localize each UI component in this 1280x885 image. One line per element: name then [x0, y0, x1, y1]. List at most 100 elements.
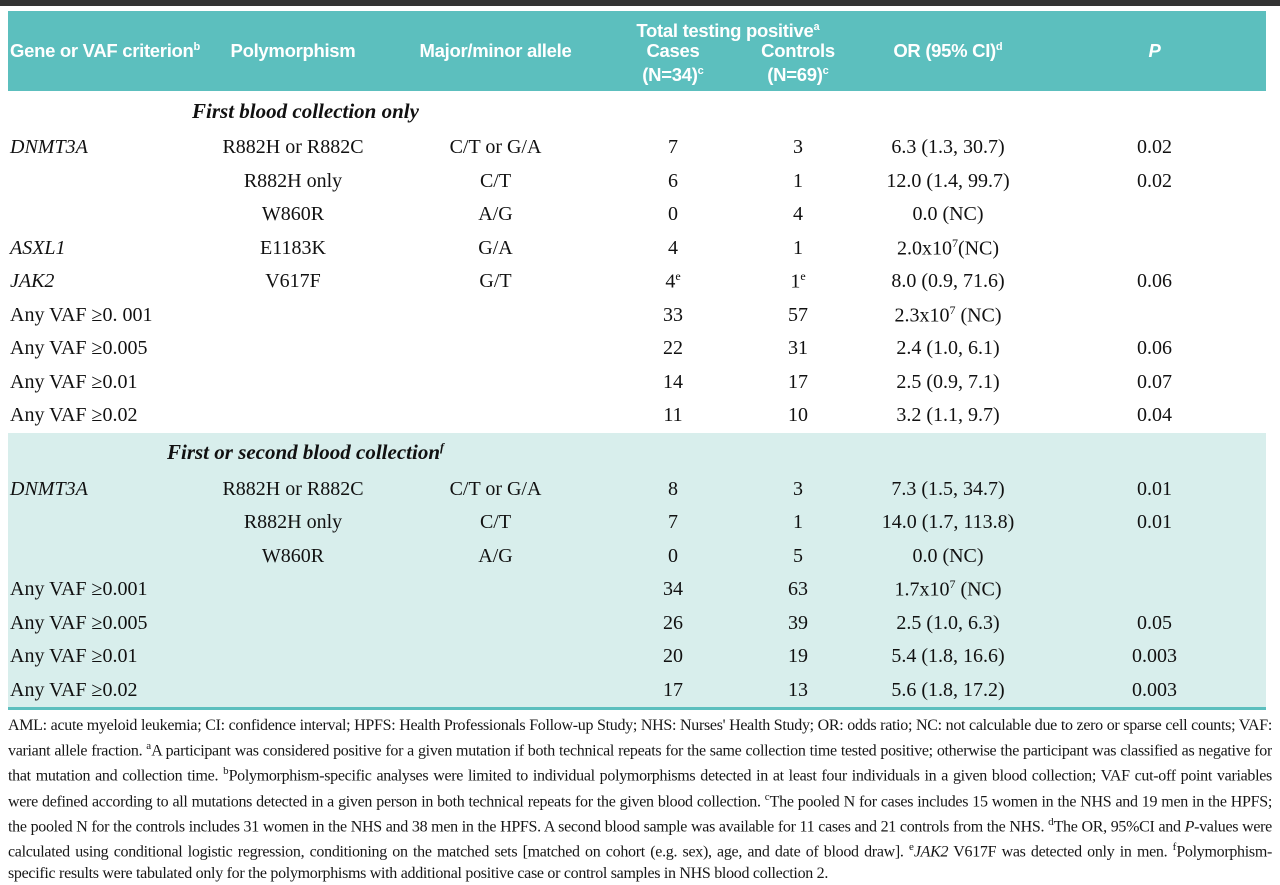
cell-cases: 26	[663, 611, 683, 634]
cell-polymorphism: R882H only	[243, 511, 343, 534]
footnotes-text: AML: acute myeloid leukemia; CI: confide…	[8, 717, 1272, 882]
section-2: First or second blood collectionf DNMT3A R…	[8, 432, 1266, 708]
col-header-polymorphism-label: Polymorphism	[230, 40, 356, 61]
cell-controls: 57	[788, 303, 808, 326]
cell-p: 0.003	[1132, 678, 1177, 701]
col-header-total-positive-sup: a	[813, 20, 820, 33]
cell-allele: C/T or G/A	[449, 477, 542, 500]
table-row: Any VAF ≥0.01 20 19 5.4 (1.8, 16.6) 0.003	[8, 640, 1266, 674]
table-row: Any VAF ≥0.005 26 39 2.5 (1.0, 6.3) 0.05	[8, 607, 1266, 641]
cell-controls: 17	[788, 370, 808, 393]
cell-gene: Any VAF ≥0. 001	[10, 303, 153, 326]
cell-controls: 3	[793, 477, 803, 500]
table-row: ASXL1 E1183K G/A 4 1 2.0x107(NC)	[8, 232, 1266, 266]
col-header-cases-sup: c	[697, 65, 704, 77]
cell-p: 0.05	[1137, 611, 1172, 634]
table-header: Gene or VAF criterionb Polymorphism Majo…	[8, 11, 1266, 91]
cell-gene: Any VAF ≥0.005	[10, 611, 148, 634]
cell-or: 8.0 (0.9, 71.6)	[891, 270, 1005, 293]
cell-gene: DNMT3A	[10, 136, 88, 159]
cell-p: 0.02	[1137, 169, 1172, 192]
cell-cases: 8	[668, 477, 678, 500]
cell-p: 0.06	[1137, 337, 1172, 360]
cell-cases: 11	[663, 404, 683, 427]
cell-gene: Any VAF ≥0.01	[10, 645, 138, 668]
cell-p: 0.02	[1137, 136, 1172, 159]
cell-cases: 6	[668, 169, 678, 192]
table-row: R882H only C/T 7 1 14.0 (1.7, 113.8) 0.01	[8, 506, 1266, 540]
cell-or: 14.0 (1.7, 113.8)	[881, 511, 1015, 534]
cell-or: 2.0x107(NC)	[896, 235, 1000, 260]
cell-gene: JAK2	[10, 270, 55, 293]
cell-gene: DNMT3A	[10, 477, 88, 500]
cell-or: 12.0 (1.4, 99.7)	[886, 169, 1010, 192]
col-header-p-label: P	[1148, 40, 1161, 61]
cell-controls: 19	[788, 645, 808, 668]
cell-p: 0.04	[1137, 404, 1172, 427]
cell-polymorphism: W860R	[261, 203, 325, 226]
cell-allele: C/T	[479, 169, 512, 192]
col-header-controls-sup: c	[822, 65, 829, 77]
bottom-rule	[8, 707, 1266, 710]
cell-or: 5.6 (1.8, 17.2)	[891, 678, 1005, 701]
cell-or: 7.3 (1.5, 34.7)	[891, 477, 1005, 500]
cell-allele: A/G	[478, 544, 513, 567]
cell-controls: 1	[793, 511, 803, 534]
col-header-gene-label: Gene or VAF criterion	[10, 40, 194, 61]
cell-gene: Any VAF ≥0.02	[10, 404, 138, 427]
table-row: W860R A/G 0 5 0.0 (NC)	[8, 540, 1266, 574]
cell-gene: Any VAF ≥0.01	[10, 370, 138, 393]
cell-cases: 20	[663, 645, 683, 668]
col-header-gene-sup: b	[193, 40, 201, 53]
table-row: W860R A/G 0 4 0.0 (NC)	[8, 198, 1266, 232]
cell-cases: 7	[668, 511, 678, 534]
cell-or: 2.3x107 (NC)	[894, 302, 1002, 327]
table-row: Any VAF ≥0.001 34 63 1.7x107 (NC)	[8, 573, 1266, 607]
col-header-total-positive: Total testing positivea	[603, 11, 853, 41]
cell-controls: 10	[788, 404, 808, 427]
table-row: DNMT3A R882H or R882C C/T or G/A 7 3 6.3 (1.3…	[8, 131, 1266, 165]
cell-gene: Any VAF ≥0.001	[10, 578, 148, 601]
section-title-row: First or second blood collectionf	[8, 433, 1266, 473]
cell-cases: 0	[668, 544, 678, 567]
cell-allele: A/G	[478, 203, 513, 226]
cell-or: 6.3 (1.3, 30.7)	[891, 136, 1005, 159]
col-header-cases-line2: (N=34)c	[603, 61, 743, 85]
table-row: Any VAF ≥0.02 11 10 3.2 (1.1, 9.7) 0.04	[8, 399, 1266, 433]
cell-or: 5.4 (1.8, 16.6)	[891, 645, 1005, 668]
cell-polymorphism: R882H or R882C	[222, 477, 364, 500]
table-row: Any VAF ≥0.02 17 13 5.6 (1.8, 17.2) 0.003	[8, 674, 1266, 708]
cell-p: 0.06	[1137, 270, 1172, 293]
cell-or: 2.5 (0.9, 7.1)	[896, 370, 1000, 393]
col-header-total-positive-label: Total testing positive	[636, 20, 814, 41]
col-header-or-sup: d	[995, 40, 1003, 53]
cell-controls: 1e	[790, 269, 806, 294]
cell-or: 0.0 (NC)	[912, 203, 984, 226]
col-header-p: P	[1043, 40, 1266, 62]
cell-cases: 0	[668, 203, 678, 226]
table-row: Any VAF ≥0.005 22 31 2.4 (1.0, 6.1) 0.06	[8, 332, 1266, 366]
col-header-controls: Controls (N=69)c	[743, 37, 853, 91]
cell-or: 2.4 (1.0, 6.1)	[896, 337, 1000, 360]
col-header-cases-n: (N=34)	[642, 64, 698, 86]
cell-or: 0.0 (NC)	[912, 544, 984, 567]
table-row: JAK2 V617F G/T 4e 1e 8.0 (0.9, 71.6) 0.06	[8, 265, 1266, 299]
cell-p: 0.01	[1137, 477, 1172, 500]
col-header-controls-n: (N=69)	[767, 64, 823, 86]
cell-allele: G/A	[478, 236, 513, 259]
cell-controls: 3	[793, 136, 803, 159]
col-header-cases-line1: Cases	[646, 40, 700, 61]
table-row: Any VAF ≥0. 001 33 57 2.3x107 (NC)	[8, 299, 1266, 333]
cell-polymorphism: R882H or R882C	[222, 136, 364, 159]
cell-polymorphism: R882H only	[243, 169, 343, 192]
col-header-or-label: OR (95% CI)	[893, 40, 996, 61]
cell-cases: 34	[663, 578, 683, 601]
col-header-cases: Cases (N=34)c	[603, 37, 743, 91]
cell-controls: 63	[788, 578, 808, 601]
col-header-gene: Gene or VAF criterionb	[8, 40, 201, 62]
cell-controls: 5	[793, 544, 803, 567]
table-row: Any VAF ≥0.01 14 17 2.5 (0.9, 7.1) 0.07	[8, 366, 1266, 400]
cell-polymorphism: W860R	[261, 544, 325, 567]
cell-cases: 22	[663, 337, 683, 360]
cell-gene: Any VAF ≥0.005	[10, 337, 148, 360]
